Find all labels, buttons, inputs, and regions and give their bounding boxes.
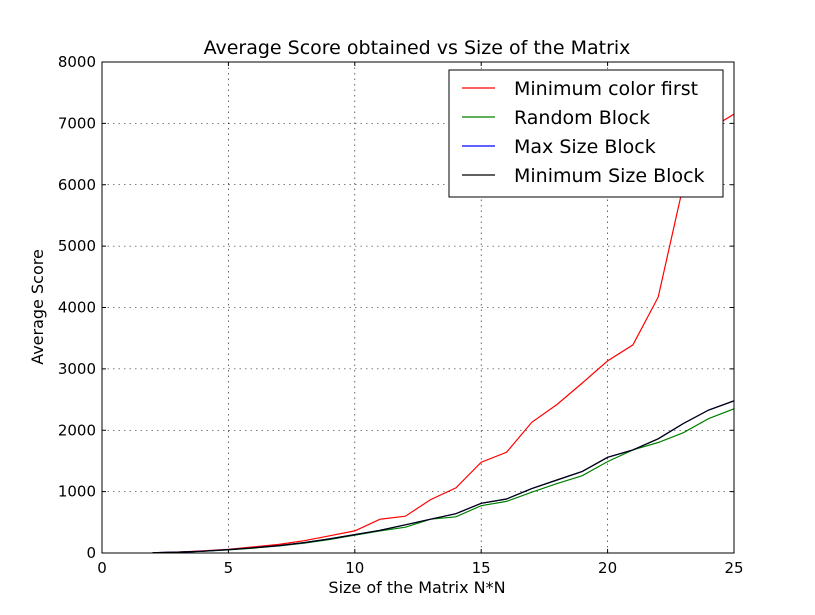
y-tick-label: 4000 [58, 299, 96, 317]
tick-layer: 0 5 10 15 20 25 0 1000 2000 3000 4000 5000 6000 7000 8… [58, 53, 744, 577]
x-tick-label: 10 [345, 559, 364, 577]
y-tick-label: 8000 [58, 53, 96, 71]
legend-box [448, 69, 724, 198]
legend: Minimum color first Random Block Max Size … [448, 69, 724, 198]
y-tick-label: 2000 [58, 421, 96, 439]
y-tick-label: 6000 [58, 176, 96, 194]
legend-label-minimum-size-block: Minimum Size Block [514, 165, 705, 187]
legend-label-max-size-block: Max Size Block [514, 136, 656, 158]
x-tick-label: 25 [724, 559, 743, 577]
x-tick-label: 15 [472, 559, 491, 577]
chart-title: Average Score obtained vs Size of the Ma… [204, 37, 631, 59]
series-line-minimum-size-block [152, 400, 734, 553]
y-tick-label: 5000 [58, 237, 96, 255]
y-tick-label: 3000 [58, 360, 96, 378]
y-tick-label: 7000 [58, 114, 96, 132]
legend-label-minimum-color-first: Minimum color first [514, 78, 698, 100]
series-line-minimum-color-first [152, 113, 734, 553]
x-axis-label: Size of the Matrix N*N [328, 578, 505, 597]
x-tick-label: 0 [97, 559, 107, 577]
x-tick-label: 20 [598, 559, 617, 577]
series-layer [152, 113, 734, 553]
x-tick-label: 5 [224, 559, 234, 577]
y-axis-label: Average Score [28, 249, 47, 365]
grid-layer [102, 62, 734, 553]
y-tick-label: 0 [86, 544, 96, 562]
y-tick-label: 1000 [58, 483, 96, 501]
series-line-max-size-block [152, 400, 734, 553]
legend-label-random-block: Random Block [514, 107, 650, 129]
